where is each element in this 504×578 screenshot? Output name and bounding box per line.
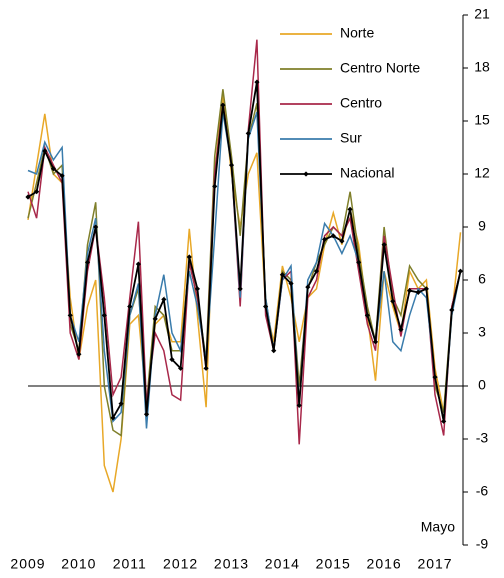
point-marker bbox=[152, 316, 158, 322]
y-tick-label: -3 bbox=[476, 430, 489, 446]
point-marker bbox=[84, 259, 91, 265]
point-marker bbox=[279, 272, 285, 278]
point-marker bbox=[76, 351, 82, 357]
point-marker bbox=[203, 365, 209, 371]
x-tick-label: 2012 bbox=[163, 556, 198, 572]
series-line bbox=[27, 94, 462, 493]
y-tick-label: 18 bbox=[474, 59, 490, 75]
point-marker bbox=[423, 286, 429, 292]
point-marker bbox=[339, 238, 345, 244]
y-tick-label: 3 bbox=[478, 324, 486, 340]
point-marker bbox=[449, 307, 455, 313]
point-marker bbox=[237, 286, 243, 292]
point-marker bbox=[262, 303, 269, 310]
point-marker bbox=[356, 259, 362, 265]
y-tick-label: -9 bbox=[476, 536, 489, 552]
x-tick-label: 2014 bbox=[265, 556, 300, 572]
point-marker bbox=[212, 183, 218, 189]
point-marker bbox=[288, 280, 294, 287]
x-tick-label: 2009 bbox=[10, 556, 45, 572]
y-tick-label: 0 bbox=[478, 377, 486, 393]
point-marker bbox=[432, 374, 438, 380]
point-marker bbox=[406, 288, 413, 294]
x-tick-label: 2010 bbox=[61, 556, 96, 572]
point-marker bbox=[381, 242, 387, 248]
x-tick-label: 2013 bbox=[214, 556, 249, 572]
y-tick-label: -6 bbox=[476, 483, 489, 499]
point-marker bbox=[118, 401, 124, 407]
point-marker bbox=[135, 261, 142, 267]
series-line bbox=[27, 81, 462, 422]
point-marker bbox=[415, 289, 421, 295]
point-marker bbox=[296, 402, 302, 409]
point-marker bbox=[50, 166, 57, 172]
point-marker bbox=[347, 206, 353, 212]
annotation: Mayo bbox=[421, 519, 455, 535]
legend-label: Nacional bbox=[340, 165, 394, 181]
point-marker bbox=[313, 268, 320, 274]
point-marker bbox=[34, 189, 40, 195]
x-tick-label: 2016 bbox=[367, 556, 402, 572]
point-marker bbox=[305, 284, 311, 290]
y-tick-label: 9 bbox=[478, 218, 486, 234]
legend-marker bbox=[303, 171, 309, 177]
point-marker bbox=[254, 79, 260, 85]
point-marker bbox=[364, 312, 370, 318]
point-marker bbox=[220, 102, 226, 108]
point-marker bbox=[457, 268, 464, 274]
legend-label: Norte bbox=[340, 25, 374, 41]
point-marker bbox=[194, 286, 201, 292]
point-marker bbox=[67, 312, 73, 318]
point-marker bbox=[322, 236, 328, 242]
point-marker bbox=[372, 339, 379, 345]
point-marker bbox=[330, 233, 336, 239]
point-marker bbox=[93, 224, 99, 230]
point-marker bbox=[127, 303, 133, 310]
series-line bbox=[27, 89, 462, 437]
point-marker bbox=[169, 356, 175, 363]
point-marker bbox=[178, 365, 184, 371]
point-marker bbox=[161, 296, 167, 303]
point-marker bbox=[245, 130, 251, 136]
x-tick-label: 2017 bbox=[417, 556, 452, 572]
x-tick-label: 2011 bbox=[113, 556, 147, 572]
legend-label: Centro Norte bbox=[340, 60, 420, 76]
point-marker bbox=[59, 173, 65, 179]
point-marker bbox=[398, 326, 404, 333]
y-tick-label: 12 bbox=[474, 165, 490, 181]
legend-label: Centro bbox=[340, 95, 382, 111]
x-tick-label: 2015 bbox=[316, 556, 351, 572]
legend-label: Sur bbox=[340, 130, 362, 146]
point-marker bbox=[186, 254, 192, 260]
point-marker bbox=[101, 312, 107, 318]
point-marker bbox=[390, 298, 396, 304]
y-tick-label: 6 bbox=[478, 271, 486, 287]
y-tick-label: 21 bbox=[474, 6, 490, 22]
point-marker bbox=[271, 348, 277, 354]
series-line bbox=[27, 111, 462, 429]
point-marker bbox=[143, 411, 150, 417]
point-marker bbox=[228, 162, 235, 168]
point-marker bbox=[441, 418, 447, 424]
point-marker bbox=[42, 148, 48, 154]
point-marker bbox=[25, 194, 31, 200]
y-tick-label: 15 bbox=[474, 112, 490, 128]
point-marker bbox=[110, 415, 116, 421]
